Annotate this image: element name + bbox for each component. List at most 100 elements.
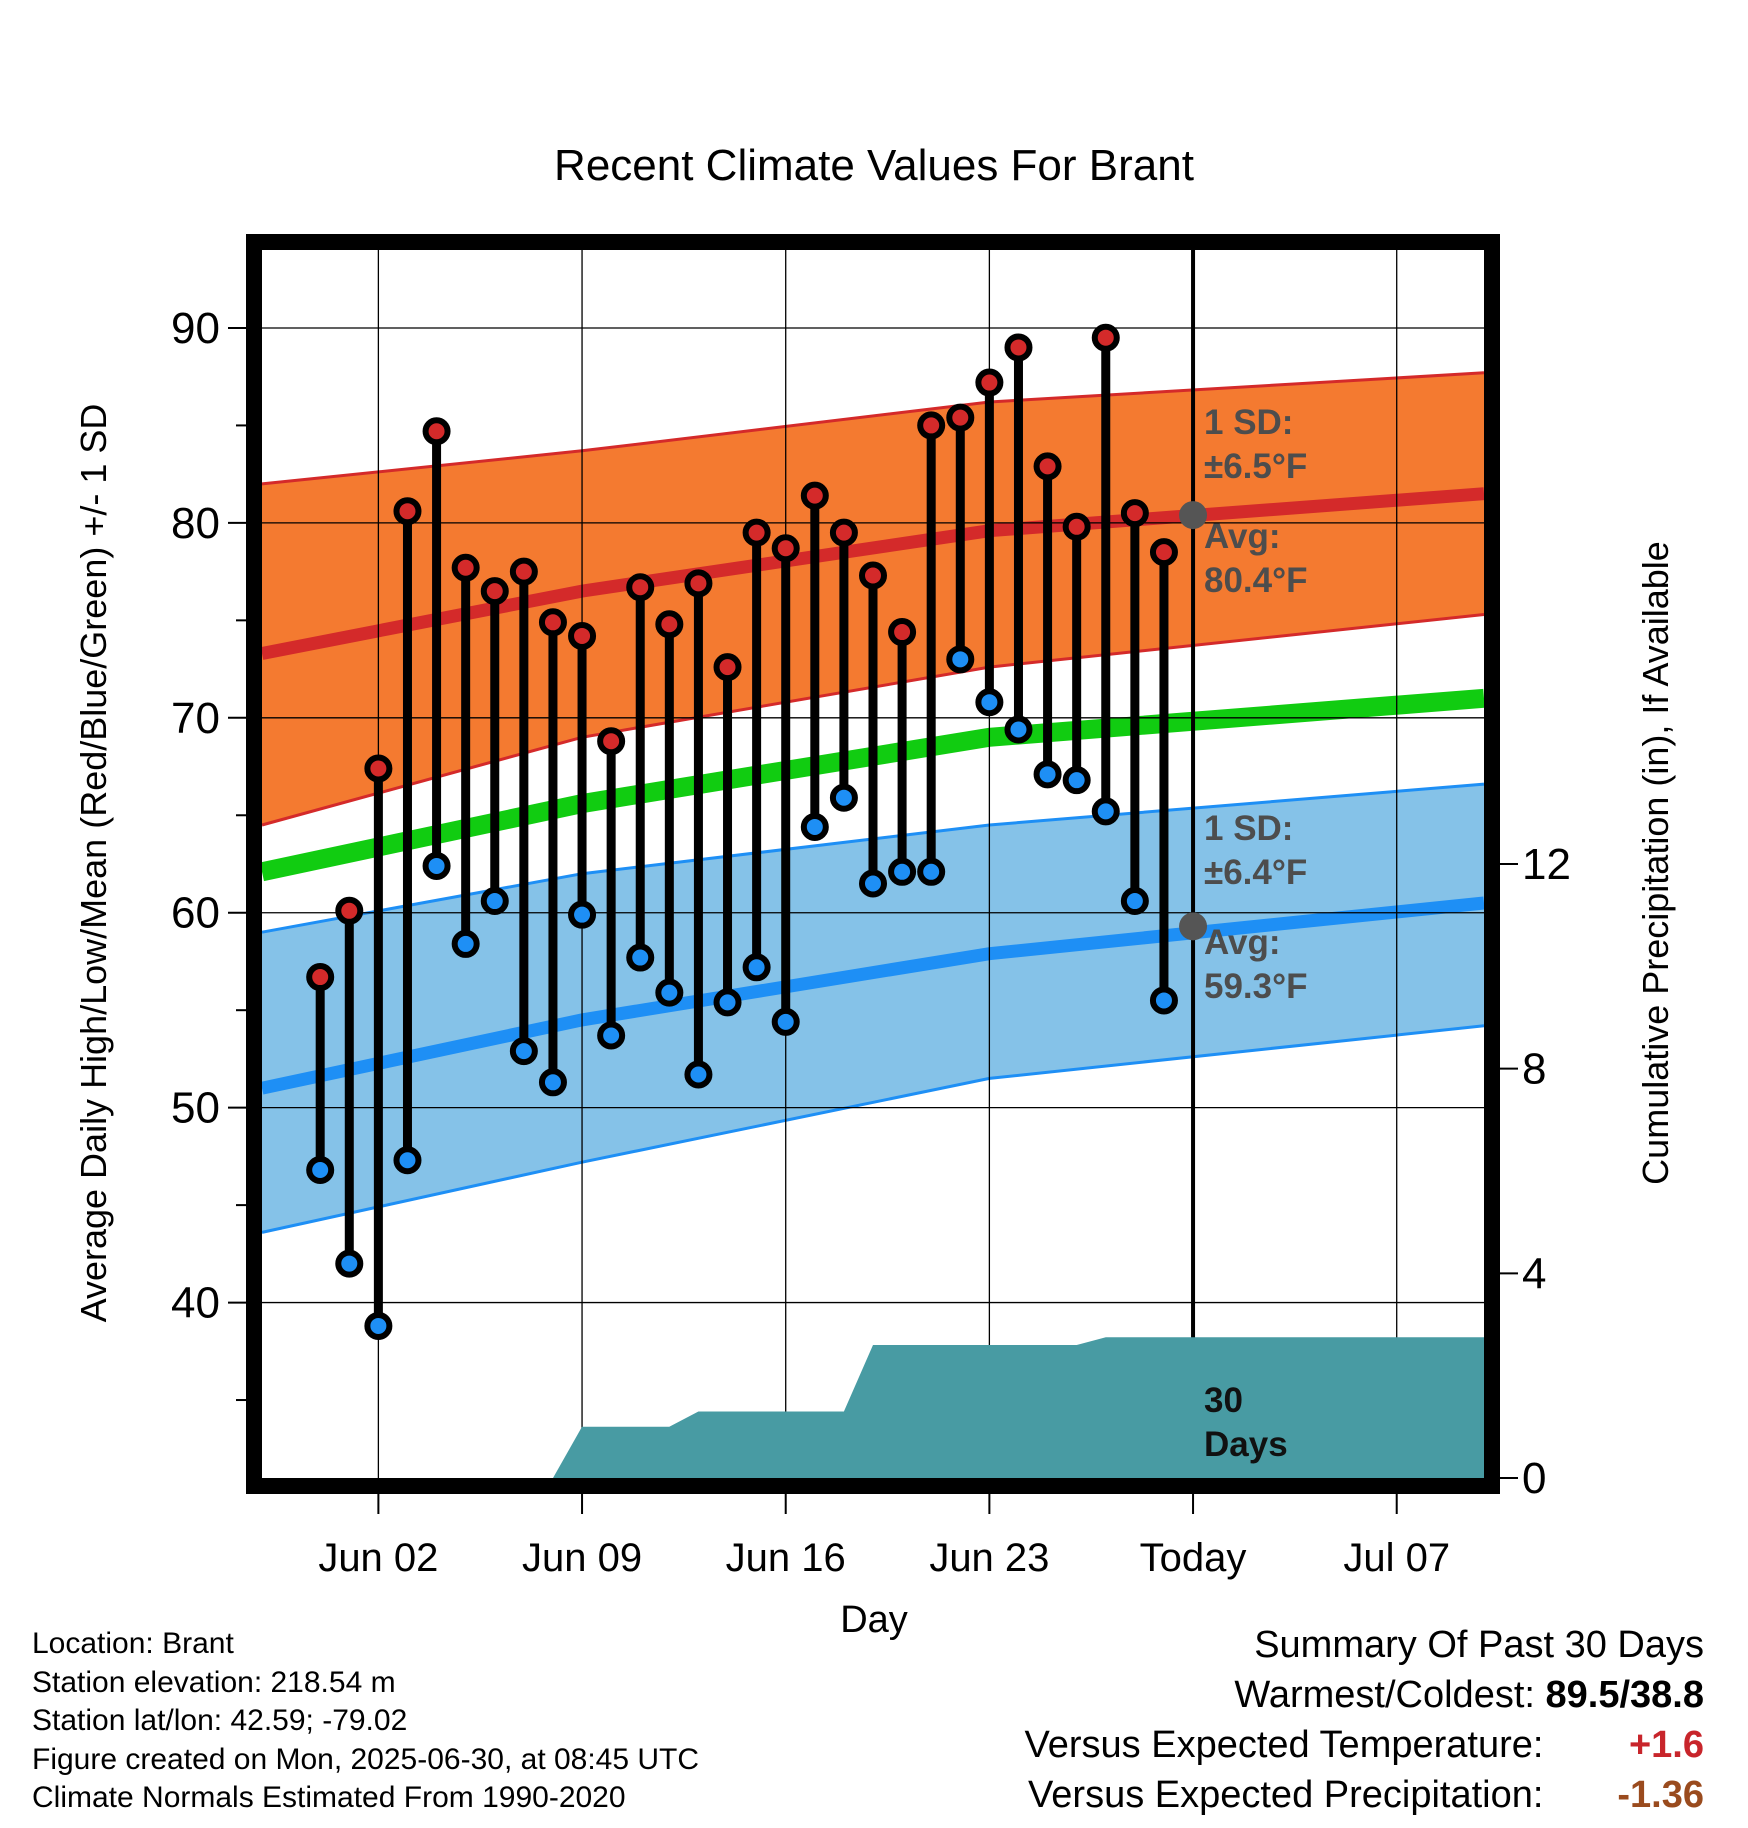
daily-low-point <box>859 869 887 898</box>
summary-temp-row: Versus Expected Temperature: +1.6 <box>1025 1720 1704 1770</box>
daily-high-point <box>1091 323 1120 352</box>
low-avg-label: Avg: <box>1204 923 1280 962</box>
daily-high-point <box>946 403 975 432</box>
warmest-value: 89.5/38.8 <box>1545 1674 1704 1716</box>
daily-high-point <box>626 573 655 602</box>
daily-high-point <box>713 653 742 682</box>
info-normals: Climate Normals Estimated From 1990-2020 <box>32 1781 626 1814</box>
x-tick-label: Jun 16 <box>726 1536 846 1580</box>
x-tick-label: Jun 23 <box>929 1536 1049 1580</box>
summary-precip-row: Versus Expected Precipitation: -1.36 <box>1025 1770 1704 1820</box>
daily-low-point <box>1149 986 1178 1015</box>
daily-low-point <box>509 1037 538 1066</box>
daily-low-point <box>393 1146 422 1175</box>
daily-low-point <box>975 688 1004 717</box>
high-sd-value: ±6.5°F <box>1204 447 1307 486</box>
x-tick-label: Jun 02 <box>318 1536 438 1580</box>
low-sd-value: ±6.4°F <box>1204 853 1307 892</box>
daily-low-point <box>1091 797 1120 826</box>
today-low-avg-point <box>1179 912 1208 941</box>
x-axis-label: Day <box>840 1599 908 1641</box>
daily-high-point <box>655 610 684 639</box>
days-label-line1: 30 <box>1204 1381 1243 1420</box>
daily-high-point <box>684 569 713 598</box>
daily-high-point <box>1120 499 1149 528</box>
y-tick-label: 40 <box>171 1279 220 1328</box>
summary-title: Summary Of Past 30 Days <box>1254 1624 1704 1666</box>
summary-warmest-row: Warmest/Coldest: 89.5/38.8 <box>1025 1670 1704 1720</box>
daily-high-point <box>538 608 567 637</box>
daily-high-point <box>742 518 771 547</box>
high-sd-label: 1 SD: <box>1204 403 1293 442</box>
daily-high-point <box>509 557 538 586</box>
station-info: Location: Brant Station elevation: 218.5… <box>32 1625 699 1818</box>
x-tick-label: Jul 07 <box>1343 1536 1450 1580</box>
daily-low-point <box>1062 766 1091 795</box>
axes: 40 50 60 70 80 90 0 4 8 12 Jun 02 Jun 09 Jun 16 Jun 2… <box>171 234 1571 1580</box>
daily-high-point <box>771 534 800 563</box>
daily-high-point <box>451 553 480 582</box>
summary-panel: Summary Of Past 30 Days Warmest/Coldest:… <box>1025 1620 1704 1820</box>
warmest-label: Warmest/Coldest: <box>1234 1674 1535 1716</box>
daily-high-point <box>393 497 422 526</box>
x-tick-label: Today <box>1140 1536 1247 1580</box>
daily-high-point <box>800 481 829 510</box>
today-high-avg-point <box>1179 501 1208 530</box>
daily-low-point <box>538 1068 567 1097</box>
daily-low-point <box>829 783 858 812</box>
daily-high-point <box>1062 512 1091 541</box>
y2-axis-label: Cumulative Precipitation (in), If Availa… <box>1635 541 1676 1185</box>
daily-low-point <box>742 953 771 982</box>
daily-high-point <box>1149 538 1178 567</box>
daily-low-point <box>771 1007 800 1036</box>
daily-low-point <box>946 645 975 674</box>
temp-label: Versus Expected Temperature: <box>1024 1724 1544 1766</box>
daily-low-point <box>713 988 742 1017</box>
high-avg-label: Avg: <box>1204 517 1280 556</box>
y2-tick-label: 12 <box>1522 840 1571 889</box>
low-avg-value: 59.3°F <box>1204 967 1308 1006</box>
precip-area-fill <box>262 1337 1484 1478</box>
daily-low-point <box>800 812 829 841</box>
daily-low-point <box>335 1249 364 1278</box>
daily-high-point <box>480 577 509 606</box>
daily-high-point <box>306 963 335 992</box>
x-tick-label: Jun 09 <box>522 1536 642 1580</box>
daily-high-point <box>917 411 946 440</box>
temp-value: +1.6 <box>1628 1724 1704 1766</box>
daily-high-point <box>597 727 626 756</box>
precipitation-area <box>262 1337 1484 1478</box>
daily-high-point <box>568 621 597 650</box>
precip-value: -1.36 <box>1617 1774 1704 1816</box>
daily-low-point <box>1033 760 1062 789</box>
daily-low-point <box>626 943 655 972</box>
info-created: Figure created on Mon, 2025-06-30, at 08… <box>32 1742 700 1776</box>
daily-low-point <box>422 851 451 880</box>
daily-high-point <box>859 561 887 590</box>
y-tick-label: 60 <box>171 889 220 938</box>
info-location: Location: Brant <box>32 1627 234 1660</box>
precip-label: Versus Expected Precipitation: <box>1028 1774 1544 1816</box>
y-axis-label: Average Daily High/Low/Mean (Red/Blue/Gr… <box>73 404 114 1323</box>
annotations: 1 SD: ±6.5°F Avg: 80.4°F 1 SD: ±6.4°F Avg: 59.3… <box>1179 403 1308 1464</box>
daily-high-point <box>1033 452 1062 481</box>
daily-low-point <box>451 929 480 958</box>
daily-low-point <box>568 900 597 929</box>
plot-frame <box>246 234 1500 1494</box>
daily-high-point <box>364 754 393 783</box>
y2-tick-label: 4 <box>1522 1249 1546 1298</box>
y-tick-label: 90 <box>171 304 220 353</box>
y-tick-label: 80 <box>171 499 220 548</box>
daily-low-point <box>364 1311 393 1340</box>
info-elevation: Station elevation: 218.54 m <box>32 1665 396 1699</box>
daily-high-point <box>888 618 917 647</box>
chart-title: Recent Climate Values For Brant <box>554 141 1194 190</box>
daily-high-point <box>1004 333 1033 362</box>
daily-low-point <box>888 857 917 886</box>
high-avg-value: 80.4°F <box>1204 561 1308 600</box>
days-label-line2: Days <box>1204 1425 1288 1464</box>
daily-high-point <box>335 896 364 925</box>
daily-observations <box>306 323 1178 1340</box>
y2-tick-label: 0 <box>1522 1454 1546 1503</box>
